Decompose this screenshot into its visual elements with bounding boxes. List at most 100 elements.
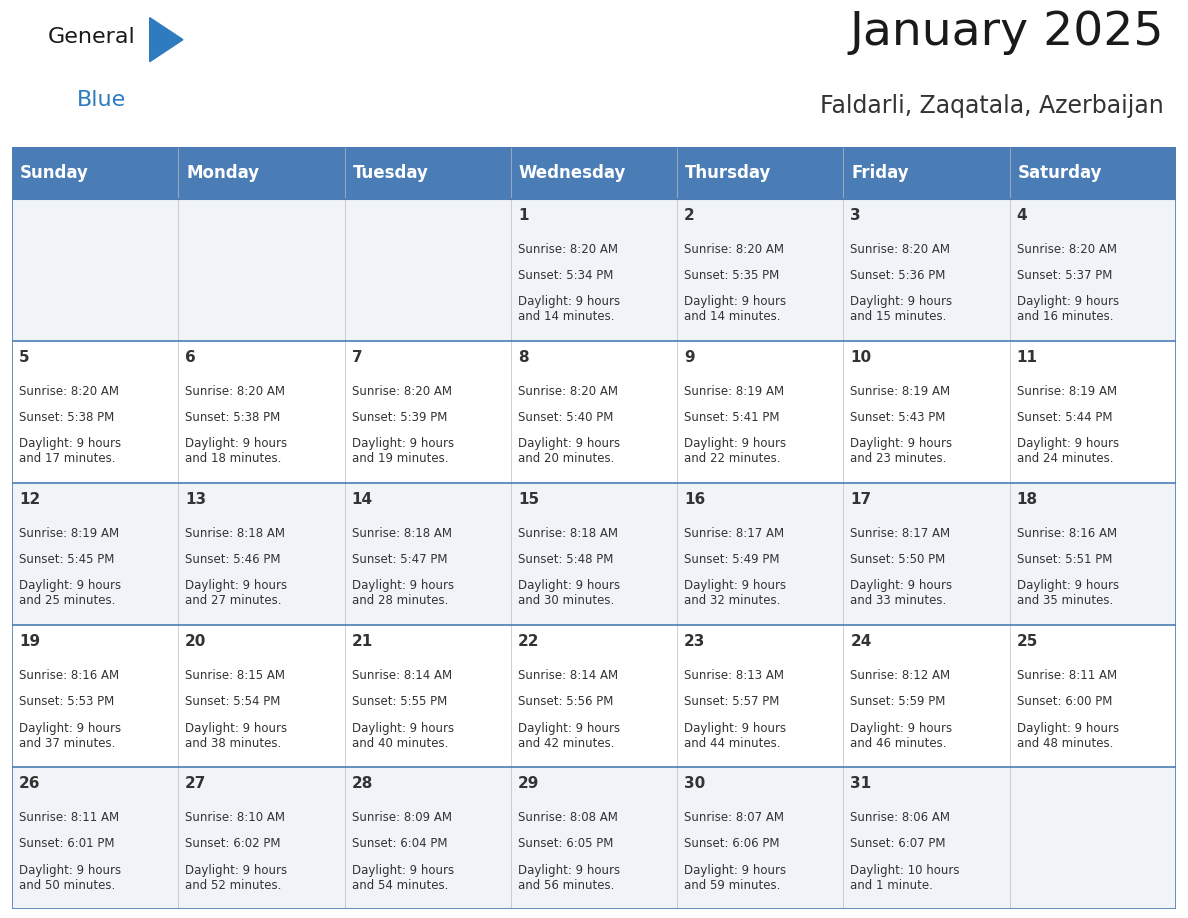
Text: 3: 3 — [851, 207, 861, 223]
Text: Daylight: 9 hours
and 27 minutes.: Daylight: 9 hours and 27 minutes. — [185, 579, 287, 608]
Text: 30: 30 — [684, 776, 706, 791]
Text: Friday: Friday — [852, 163, 909, 182]
Text: 23: 23 — [684, 634, 706, 649]
Text: Daylight: 9 hours
and 22 minutes.: Daylight: 9 hours and 22 minutes. — [684, 438, 786, 465]
Text: Monday: Monday — [187, 163, 259, 182]
Text: Thursday: Thursday — [685, 163, 772, 182]
Text: Blue: Blue — [77, 90, 126, 110]
Text: Sunset: 5:40 PM: Sunset: 5:40 PM — [518, 411, 613, 424]
Bar — [345, 147, 511, 198]
Text: Daylight: 9 hours
and 38 minutes.: Daylight: 9 hours and 38 minutes. — [185, 722, 287, 749]
Text: Sunrise: 8:20 AM: Sunrise: 8:20 AM — [518, 243, 618, 256]
Text: Sunrise: 8:20 AM: Sunrise: 8:20 AM — [185, 385, 285, 397]
Text: 26: 26 — [19, 776, 40, 791]
Text: Sunrise: 8:17 AM: Sunrise: 8:17 AM — [851, 527, 950, 540]
Text: Daylight: 9 hours
and 25 minutes.: Daylight: 9 hours and 25 minutes. — [19, 579, 121, 608]
Text: Daylight: 9 hours
and 44 minutes.: Daylight: 9 hours and 44 minutes. — [684, 722, 786, 749]
Text: Sunset: 5:57 PM: Sunset: 5:57 PM — [684, 695, 779, 708]
Text: Sunrise: 8:16 AM: Sunrise: 8:16 AM — [1017, 527, 1117, 540]
Text: Sunrise: 8:13 AM: Sunrise: 8:13 AM — [684, 669, 784, 682]
Text: Daylight: 9 hours
and 52 minutes.: Daylight: 9 hours and 52 minutes. — [185, 864, 287, 891]
Text: Daylight: 9 hours
and 32 minutes.: Daylight: 9 hours and 32 minutes. — [684, 579, 786, 608]
Text: 18: 18 — [1017, 492, 1038, 507]
Text: 19: 19 — [19, 634, 40, 649]
Text: Daylight: 9 hours
and 18 minutes.: Daylight: 9 hours and 18 minutes. — [185, 438, 287, 465]
Text: Sunrise: 8:19 AM: Sunrise: 8:19 AM — [851, 385, 950, 397]
Text: Daylight: 9 hours
and 15 minutes.: Daylight: 9 hours and 15 minutes. — [851, 296, 953, 323]
Text: Daylight: 9 hours
and 50 minutes.: Daylight: 9 hours and 50 minutes. — [19, 864, 121, 891]
Text: Sunday: Sunday — [20, 163, 89, 182]
Text: Daylight: 9 hours
and 46 minutes.: Daylight: 9 hours and 46 minutes. — [851, 722, 953, 749]
Text: 29: 29 — [518, 776, 539, 791]
Text: Sunset: 5:56 PM: Sunset: 5:56 PM — [518, 695, 613, 708]
Bar — [677, 147, 843, 198]
Text: Sunset: 6:00 PM: Sunset: 6:00 PM — [1017, 695, 1112, 708]
Text: Sunrise: 8:19 AM: Sunrise: 8:19 AM — [19, 527, 119, 540]
Text: Sunset: 6:02 PM: Sunset: 6:02 PM — [185, 837, 280, 850]
Text: Sunset: 6:06 PM: Sunset: 6:06 PM — [684, 837, 779, 850]
Text: Daylight: 9 hours
and 37 minutes.: Daylight: 9 hours and 37 minutes. — [19, 722, 121, 749]
Text: Daylight: 9 hours
and 42 minutes.: Daylight: 9 hours and 42 minutes. — [518, 722, 620, 749]
Text: Sunset: 5:46 PM: Sunset: 5:46 PM — [185, 554, 280, 566]
Text: Sunset: 5:38 PM: Sunset: 5:38 PM — [185, 411, 280, 424]
Text: Sunset: 5:59 PM: Sunset: 5:59 PM — [851, 695, 946, 708]
Text: Sunset: 5:36 PM: Sunset: 5:36 PM — [851, 269, 946, 282]
Bar — [1010, 147, 1176, 198]
Bar — [12, 341, 1176, 483]
Text: 14: 14 — [352, 492, 373, 507]
Bar — [511, 147, 677, 198]
Text: Daylight: 9 hours
and 24 minutes.: Daylight: 9 hours and 24 minutes. — [1017, 438, 1119, 465]
Text: Sunrise: 8:14 AM: Sunrise: 8:14 AM — [352, 669, 451, 682]
Text: 1: 1 — [518, 207, 529, 223]
Text: 6: 6 — [185, 350, 196, 364]
Text: 28: 28 — [352, 776, 373, 791]
Text: Sunset: 5:38 PM: Sunset: 5:38 PM — [19, 411, 114, 424]
Text: 16: 16 — [684, 492, 706, 507]
Text: Sunrise: 8:09 AM: Sunrise: 8:09 AM — [352, 811, 451, 824]
Bar — [12, 767, 1176, 909]
Text: 2: 2 — [684, 207, 695, 223]
Text: Sunset: 6:01 PM: Sunset: 6:01 PM — [19, 837, 114, 850]
Text: Daylight: 9 hours
and 14 minutes.: Daylight: 9 hours and 14 minutes. — [518, 296, 620, 323]
Text: Sunrise: 8:19 AM: Sunrise: 8:19 AM — [1017, 385, 1117, 397]
Text: Sunrise: 8:16 AM: Sunrise: 8:16 AM — [19, 669, 119, 682]
Text: Sunset: 5:48 PM: Sunset: 5:48 PM — [518, 554, 613, 566]
Text: 24: 24 — [851, 634, 872, 649]
Text: Daylight: 9 hours
and 16 minutes.: Daylight: 9 hours and 16 minutes. — [1017, 296, 1119, 323]
Text: Daylight: 9 hours
and 54 minutes.: Daylight: 9 hours and 54 minutes. — [352, 864, 454, 891]
Text: Sunset: 5:54 PM: Sunset: 5:54 PM — [185, 695, 280, 708]
Text: Sunset: 6:07 PM: Sunset: 6:07 PM — [851, 837, 946, 850]
Text: Sunrise: 8:19 AM: Sunrise: 8:19 AM — [684, 385, 784, 397]
Text: Sunset: 5:34 PM: Sunset: 5:34 PM — [518, 269, 613, 282]
Text: 20: 20 — [185, 634, 207, 649]
Text: Sunset: 6:04 PM: Sunset: 6:04 PM — [352, 837, 447, 850]
Text: Sunrise: 8:20 AM: Sunrise: 8:20 AM — [851, 243, 950, 256]
Text: 31: 31 — [851, 776, 872, 791]
Text: Sunrise: 8:14 AM: Sunrise: 8:14 AM — [518, 669, 618, 682]
Text: Sunrise: 8:18 AM: Sunrise: 8:18 AM — [352, 527, 451, 540]
Text: Sunset: 5:41 PM: Sunset: 5:41 PM — [684, 411, 779, 424]
Text: Sunset: 5:44 PM: Sunset: 5:44 PM — [1017, 411, 1112, 424]
Text: Daylight: 9 hours
and 35 minutes.: Daylight: 9 hours and 35 minutes. — [1017, 579, 1119, 608]
Text: Daylight: 9 hours
and 59 minutes.: Daylight: 9 hours and 59 minutes. — [684, 864, 786, 891]
Text: Faldarli, Zaqatala, Azerbaijan: Faldarli, Zaqatala, Azerbaijan — [821, 94, 1164, 118]
Text: Sunrise: 8:18 AM: Sunrise: 8:18 AM — [185, 527, 285, 540]
Text: Sunset: 5:35 PM: Sunset: 5:35 PM — [684, 269, 779, 282]
Text: Sunrise: 8:20 AM: Sunrise: 8:20 AM — [684, 243, 784, 256]
Text: 11: 11 — [1017, 350, 1038, 364]
Bar — [12, 625, 1176, 767]
Text: Daylight: 9 hours
and 19 minutes.: Daylight: 9 hours and 19 minutes. — [352, 438, 454, 465]
Text: Sunrise: 8:11 AM: Sunrise: 8:11 AM — [1017, 669, 1117, 682]
Text: Sunset: 5:50 PM: Sunset: 5:50 PM — [851, 554, 946, 566]
Text: Sunrise: 8:08 AM: Sunrise: 8:08 AM — [518, 811, 618, 824]
Text: 12: 12 — [19, 492, 40, 507]
Text: Daylight: 9 hours
and 40 minutes.: Daylight: 9 hours and 40 minutes. — [352, 722, 454, 749]
Text: Sunset: 5:55 PM: Sunset: 5:55 PM — [352, 695, 447, 708]
Text: Daylight: 9 hours
and 56 minutes.: Daylight: 9 hours and 56 minutes. — [518, 864, 620, 891]
Bar — [12, 147, 178, 198]
Text: 7: 7 — [352, 350, 362, 364]
Text: Sunset: 5:39 PM: Sunset: 5:39 PM — [352, 411, 447, 424]
Bar — [12, 198, 1176, 341]
Text: 8: 8 — [518, 350, 529, 364]
Text: Sunset: 5:49 PM: Sunset: 5:49 PM — [684, 554, 779, 566]
